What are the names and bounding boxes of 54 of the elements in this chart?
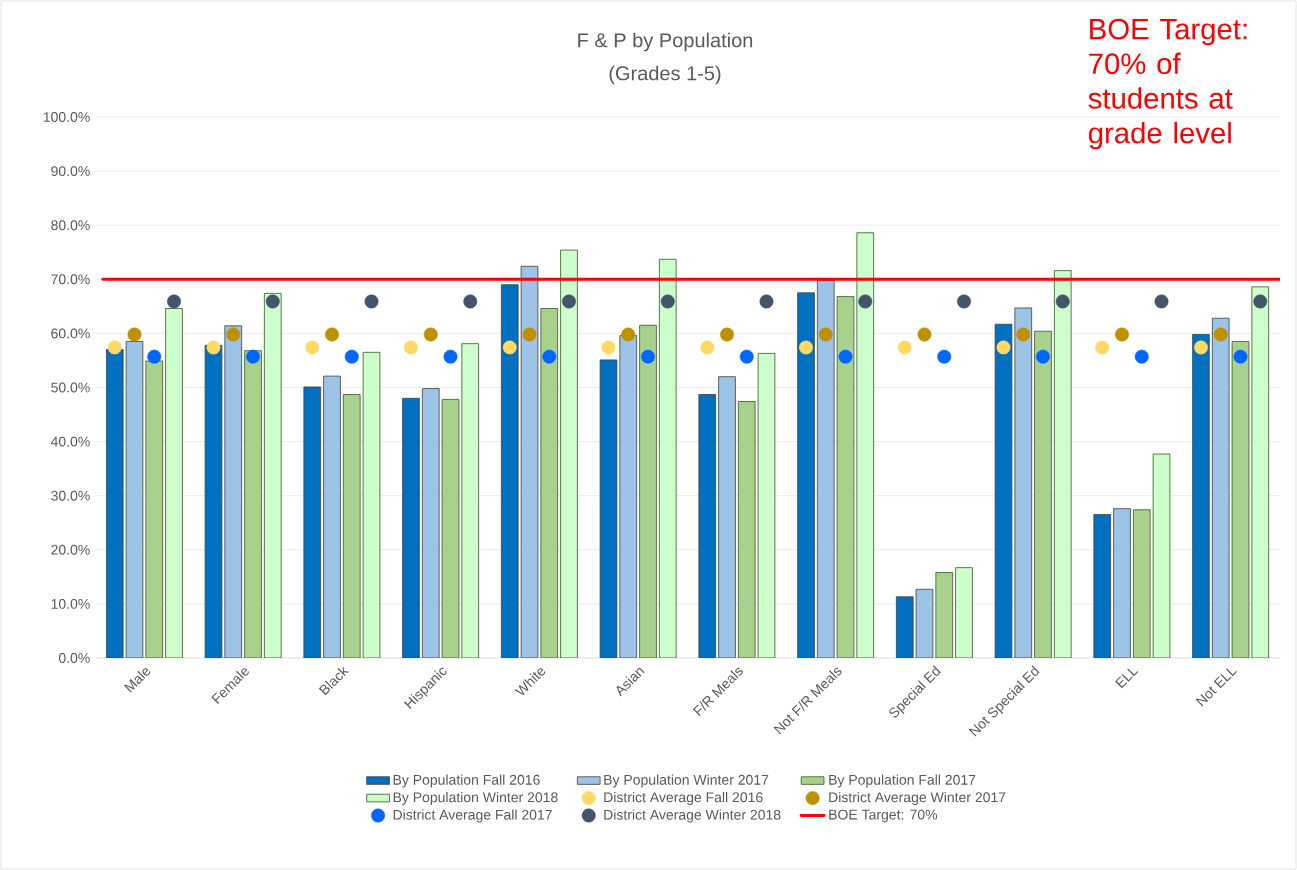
bar	[1093, 514, 1112, 658]
legend-label: By Population Fall 2016	[393, 774, 540, 788]
y-tick-label: 80.0%	[51, 220, 90, 231]
y-tick-label: 0.0%	[58, 653, 90, 663]
legend-label: By Population Winter 2017	[604, 774, 769, 788]
bar	[639, 324, 657, 658]
bar	[856, 232, 875, 658]
bar	[955, 567, 973, 658]
legend-label: District Average Fall 2016	[604, 791, 763, 806]
bar	[402, 397, 420, 658]
legend-label: District Average Winter 2018	[604, 809, 781, 823]
bar	[816, 279, 835, 658]
bar	[145, 360, 164, 658]
legend-label: BOE Target: 70%	[829, 809, 938, 823]
bar	[303, 386, 322, 658]
y-tick-label: 20.0%	[51, 544, 90, 555]
bar	[658, 258, 677, 658]
bar	[1014, 307, 1033, 658]
y-tick-label: 90.0%	[51, 166, 90, 177]
y-tick-label: 100.0%	[43, 112, 90, 122]
legend-label: By Population Fall 2017	[829, 774, 976, 788]
chart-subtitle: (Grades 1-5)	[609, 65, 721, 85]
bar	[224, 325, 243, 658]
legend-label: District Average Fall 2017	[393, 809, 552, 823]
legend-label: District Average Winter 2017	[829, 791, 1006, 806]
bar	[698, 394, 717, 658]
x-tick-label: ELL	[1115, 668, 1139, 689]
bar	[718, 376, 736, 658]
legend-label: By Population Winter 2018	[393, 791, 558, 806]
y-tick-label: 30.0%	[51, 490, 90, 501]
x-tick-label: Not ELL	[1195, 668, 1238, 707]
bar	[935, 572, 954, 658]
bar	[244, 350, 262, 658]
y-tick-label: 50.0%	[51, 382, 90, 393]
y-tick-label: 10.0%	[51, 598, 90, 609]
bar	[520, 265, 539, 658]
bar	[797, 292, 815, 658]
bar	[323, 375, 341, 658]
bar	[165, 308, 183, 658]
bar	[263, 292, 282, 658]
bar	[1034, 330, 1052, 658]
y-tick-label: 70.0%	[51, 274, 90, 285]
bar	[1192, 334, 1210, 658]
bar	[540, 308, 559, 658]
bar	[1113, 508, 1131, 658]
chart-title: F & P by Population	[578, 32, 753, 52]
y-tick-label: 60.0%	[51, 328, 90, 339]
bar	[1251, 286, 1270, 658]
bar	[1231, 341, 1250, 658]
bar	[1053, 270, 1072, 658]
y-tick-label: 40.0%	[50, 436, 90, 447]
bar	[560, 249, 578, 658]
annotation: BOE Target: 70% of students at grade level	[1088, 18, 1247, 150]
bar	[1211, 317, 1230, 658]
